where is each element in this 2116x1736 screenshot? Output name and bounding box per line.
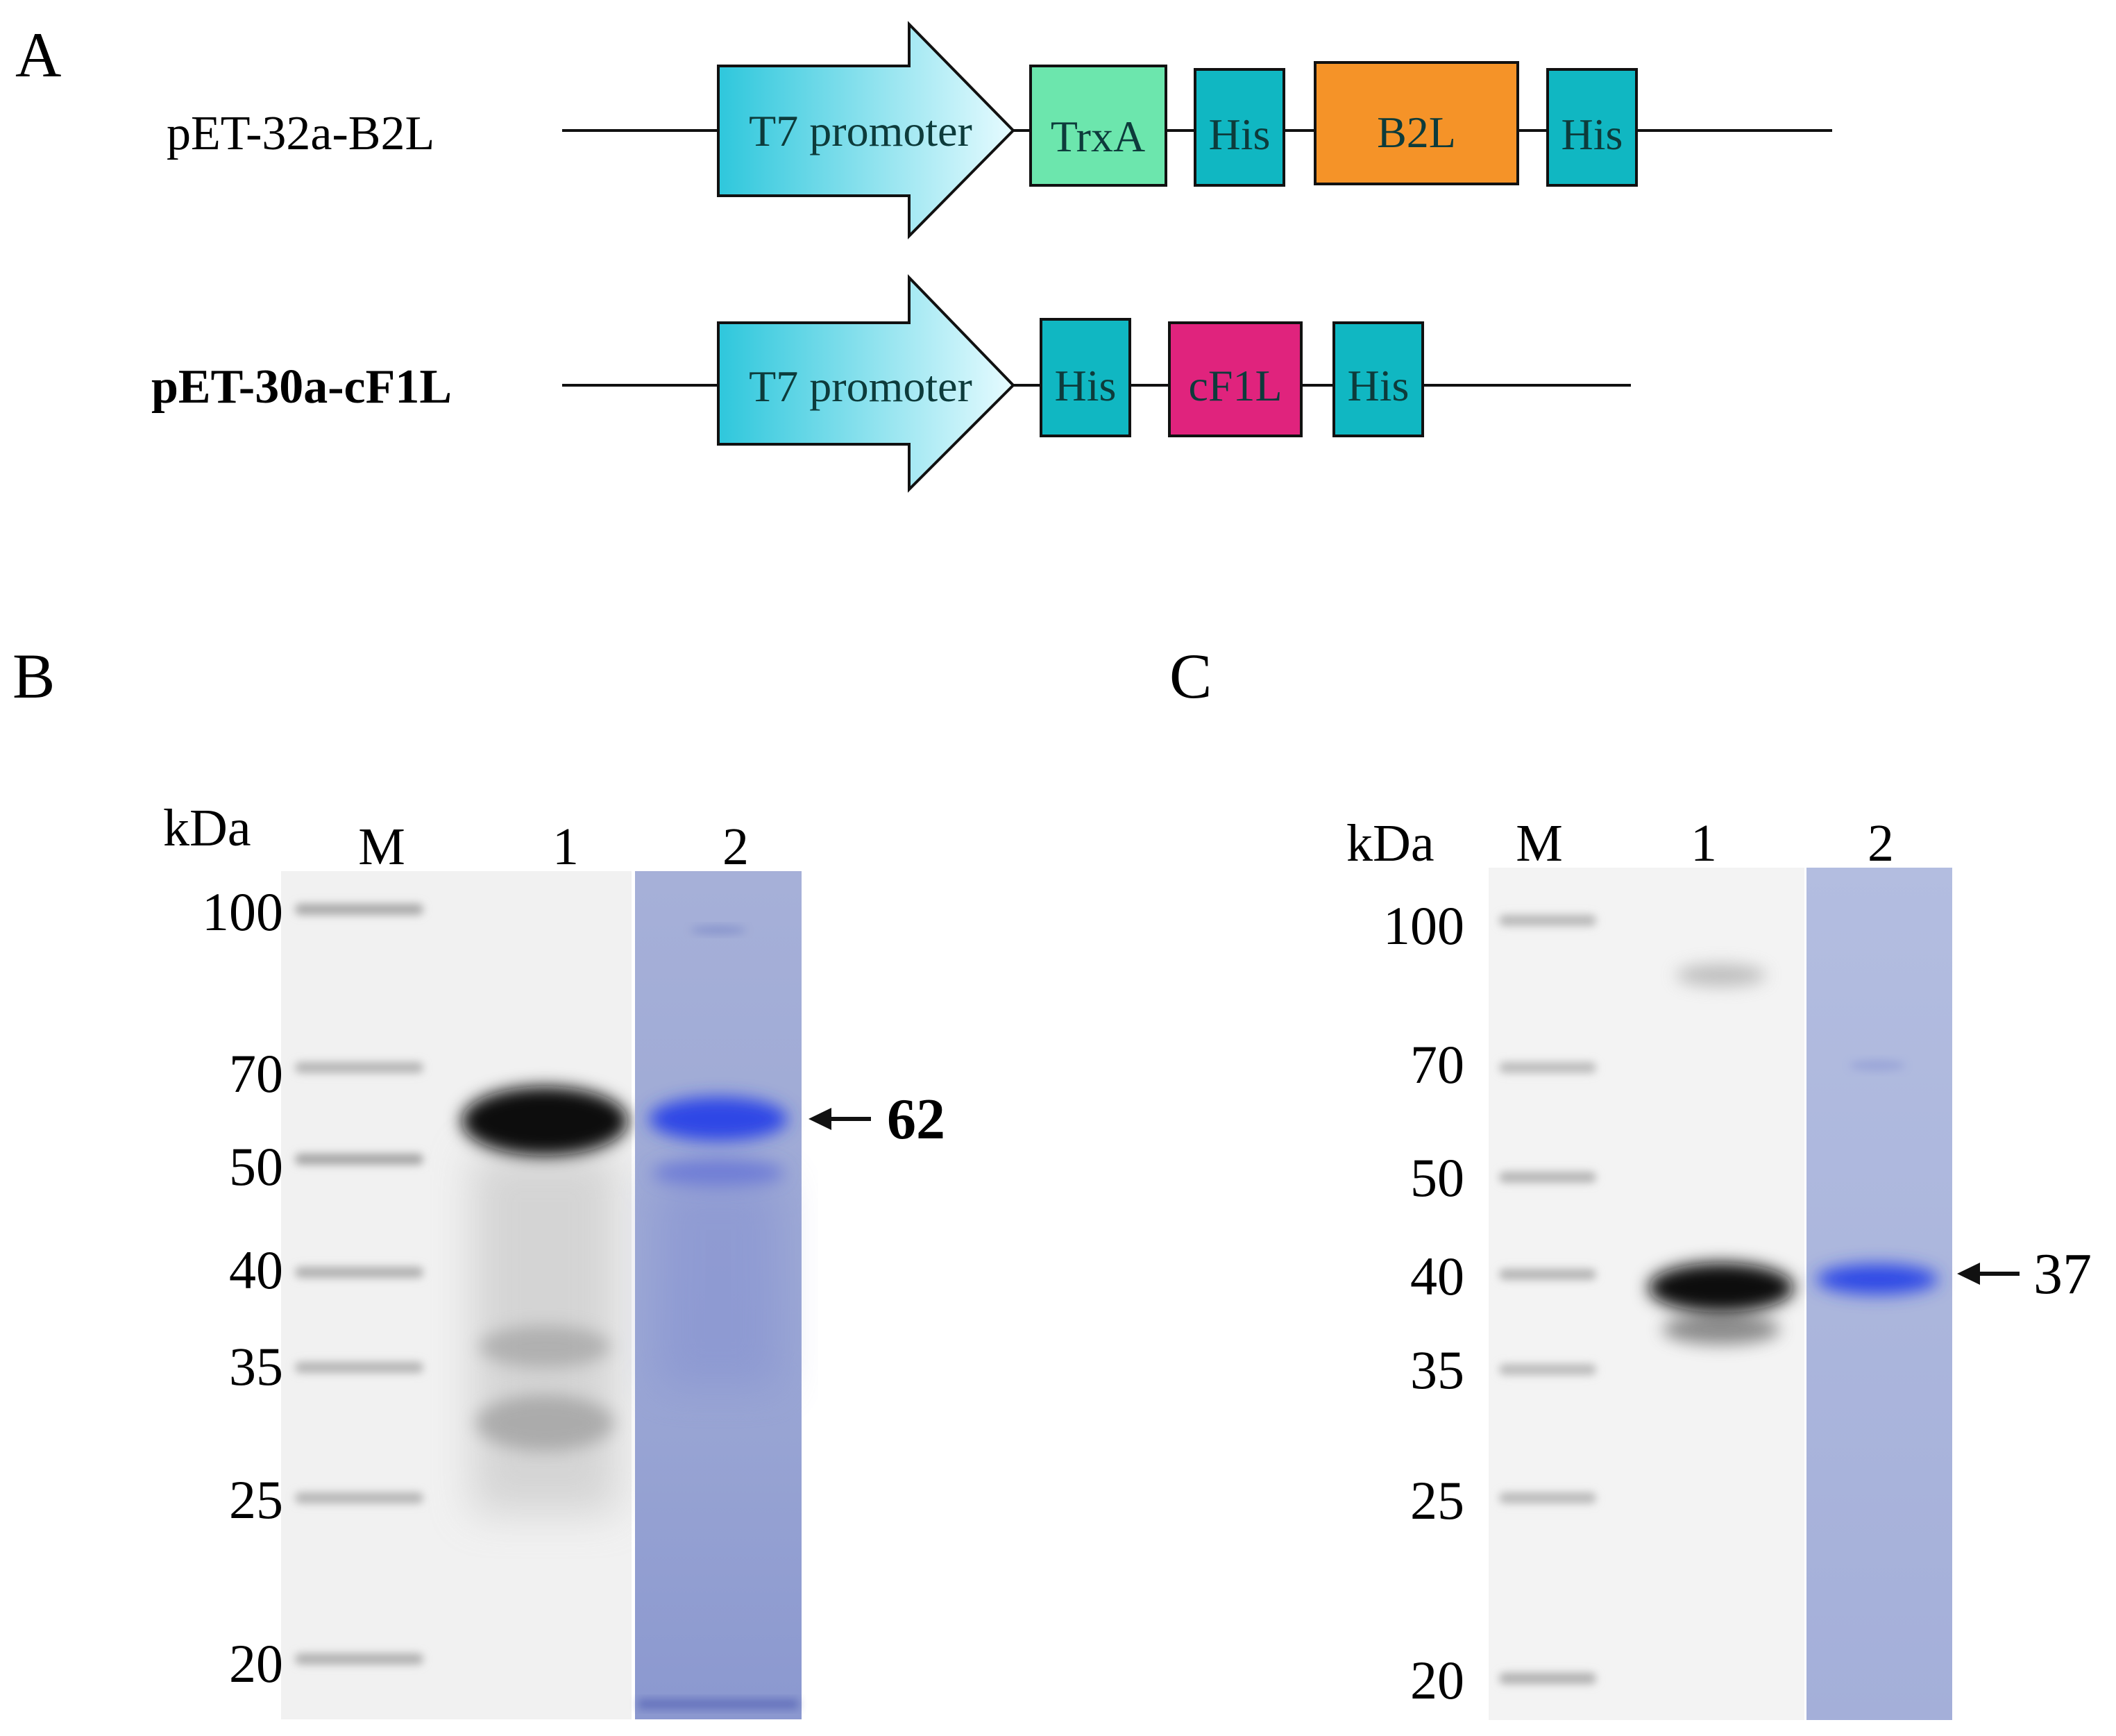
marker-70: 70 <box>229 1043 283 1104</box>
minor-band <box>479 1326 611 1367</box>
marker-35: 35 <box>229 1336 283 1397</box>
his-tag-box: His <box>1546 68 1638 187</box>
his-tag-box: His <box>1194 68 1285 187</box>
his-label: His <box>1209 110 1271 159</box>
band-size-label: 62 <box>887 1087 945 1152</box>
kda-label: kDa <box>163 799 251 857</box>
minor-band <box>475 1395 614 1451</box>
main-band <box>1648 1263 1794 1313</box>
panel-c-letter: C <box>1169 641 1212 711</box>
construct-name: pET-30a-cF1L <box>151 360 452 414</box>
marker-35: 35 <box>1410 1340 1464 1400</box>
kda-label: kDa <box>1346 814 1434 873</box>
main-band <box>462 1086 628 1156</box>
band-size-label: 37 <box>2033 1242 2092 1306</box>
lane-label-1: 1 <box>1691 814 1717 873</box>
band-size-arrow <box>809 1108 871 1130</box>
trxa-box: TrxA <box>1029 65 1167 187</box>
his-label: His <box>1561 110 1623 159</box>
cf1l-label: cF1L <box>1188 361 1282 410</box>
t7-promoter-arrow: T7 promoter <box>717 21 1015 239</box>
lane-label-m: M <box>358 818 405 876</box>
marker-25: 25 <box>229 1469 283 1530</box>
coomassie-lane-2 <box>1806 868 1952 1720</box>
ladder-band <box>295 1062 423 1073</box>
main-band <box>649 1097 788 1141</box>
marker-40: 40 <box>1410 1246 1464 1306</box>
lane-label-1: 1 <box>552 818 579 876</box>
panel-a-letter: A <box>15 19 61 90</box>
b2l-label: B2L <box>1377 108 1456 157</box>
marker-100: 100 <box>1383 895 1464 956</box>
panel-a: A pET-32a-B2L T7 promoter TrxA His B2L <box>15 19 1832 493</box>
marker-40: 40 <box>229 1240 283 1300</box>
ladder-band <box>295 1362 423 1373</box>
marker-20: 20 <box>1410 1650 1464 1710</box>
minor-band <box>1662 1314 1780 1345</box>
his-tag-box: His <box>1040 318 1131 437</box>
t7-promoter-label: T7 promoter <box>749 362 972 411</box>
coomassie-lane-2 <box>635 871 802 1719</box>
western-lane-1 <box>1648 964 1794 1345</box>
his-tag-box: His <box>1332 321 1424 437</box>
panel-c: C kDa M 1 2 100 <box>1169 641 2092 1720</box>
marker-labels: 100 70 50 40 35 25 20 <box>202 882 283 1694</box>
ladder-band <box>295 1154 423 1165</box>
ladder-band <box>1499 915 1596 926</box>
construct-pet30a-cf1l: pET-30a-cF1L T7 promoter His cF1L His <box>151 274 1631 493</box>
marker-100: 100 <box>202 882 283 942</box>
marker-labels: 100 70 50 40 35 25 20 <box>1383 895 1464 1710</box>
lane-label-2: 2 <box>722 818 749 876</box>
b2l-box: B2L <box>1314 61 1519 185</box>
cf1l-box: cF1L <box>1168 321 1303 437</box>
marker-20: 20 <box>229 1633 283 1694</box>
ladder-band <box>1499 1673 1596 1684</box>
marker-ladder <box>295 904 423 1665</box>
ladder-band <box>1499 1172 1596 1183</box>
trxa-label: TrxA <box>1051 112 1145 161</box>
panel-b-letter: B <box>12 641 55 711</box>
lane-label-2: 2 <box>1868 814 1894 873</box>
his-label: His <box>1055 361 1117 410</box>
main-band <box>1816 1264 1938 1295</box>
marker-ladder <box>1499 915 1596 1684</box>
ladder-band <box>1499 1269 1596 1280</box>
western-lane-1 <box>462 1086 628 1513</box>
construct-pet32a-b2l: pET-32a-B2L T7 promoter TrxA His B2L His <box>167 21 1832 239</box>
lane-label-m: M <box>1516 814 1563 873</box>
ladder-band <box>295 1267 423 1278</box>
marker-50: 50 <box>1410 1147 1464 1208</box>
his-label: His <box>1348 361 1410 410</box>
panel-b: B kDa M 1 2 <box>12 641 945 1719</box>
marker-50: 50 <box>229 1136 283 1197</box>
marker-25: 25 <box>1410 1470 1464 1531</box>
ladder-band <box>1499 1492 1596 1503</box>
t7-promoter-arrow: T7 promoter <box>717 274 1015 493</box>
t7-promoter-label: T7 promoter <box>749 106 972 155</box>
construct-name: pET-32a-B2L <box>167 107 434 160</box>
ladder-band <box>295 1653 423 1665</box>
ladder-band <box>1499 1364 1596 1375</box>
minor-band <box>1676 964 1766 986</box>
ladder-band <box>295 1492 423 1503</box>
band-size-arrow <box>1957 1263 2020 1285</box>
marker-70: 70 <box>1410 1034 1464 1095</box>
ladder-band <box>295 904 423 915</box>
ladder-band <box>1499 1062 1596 1073</box>
